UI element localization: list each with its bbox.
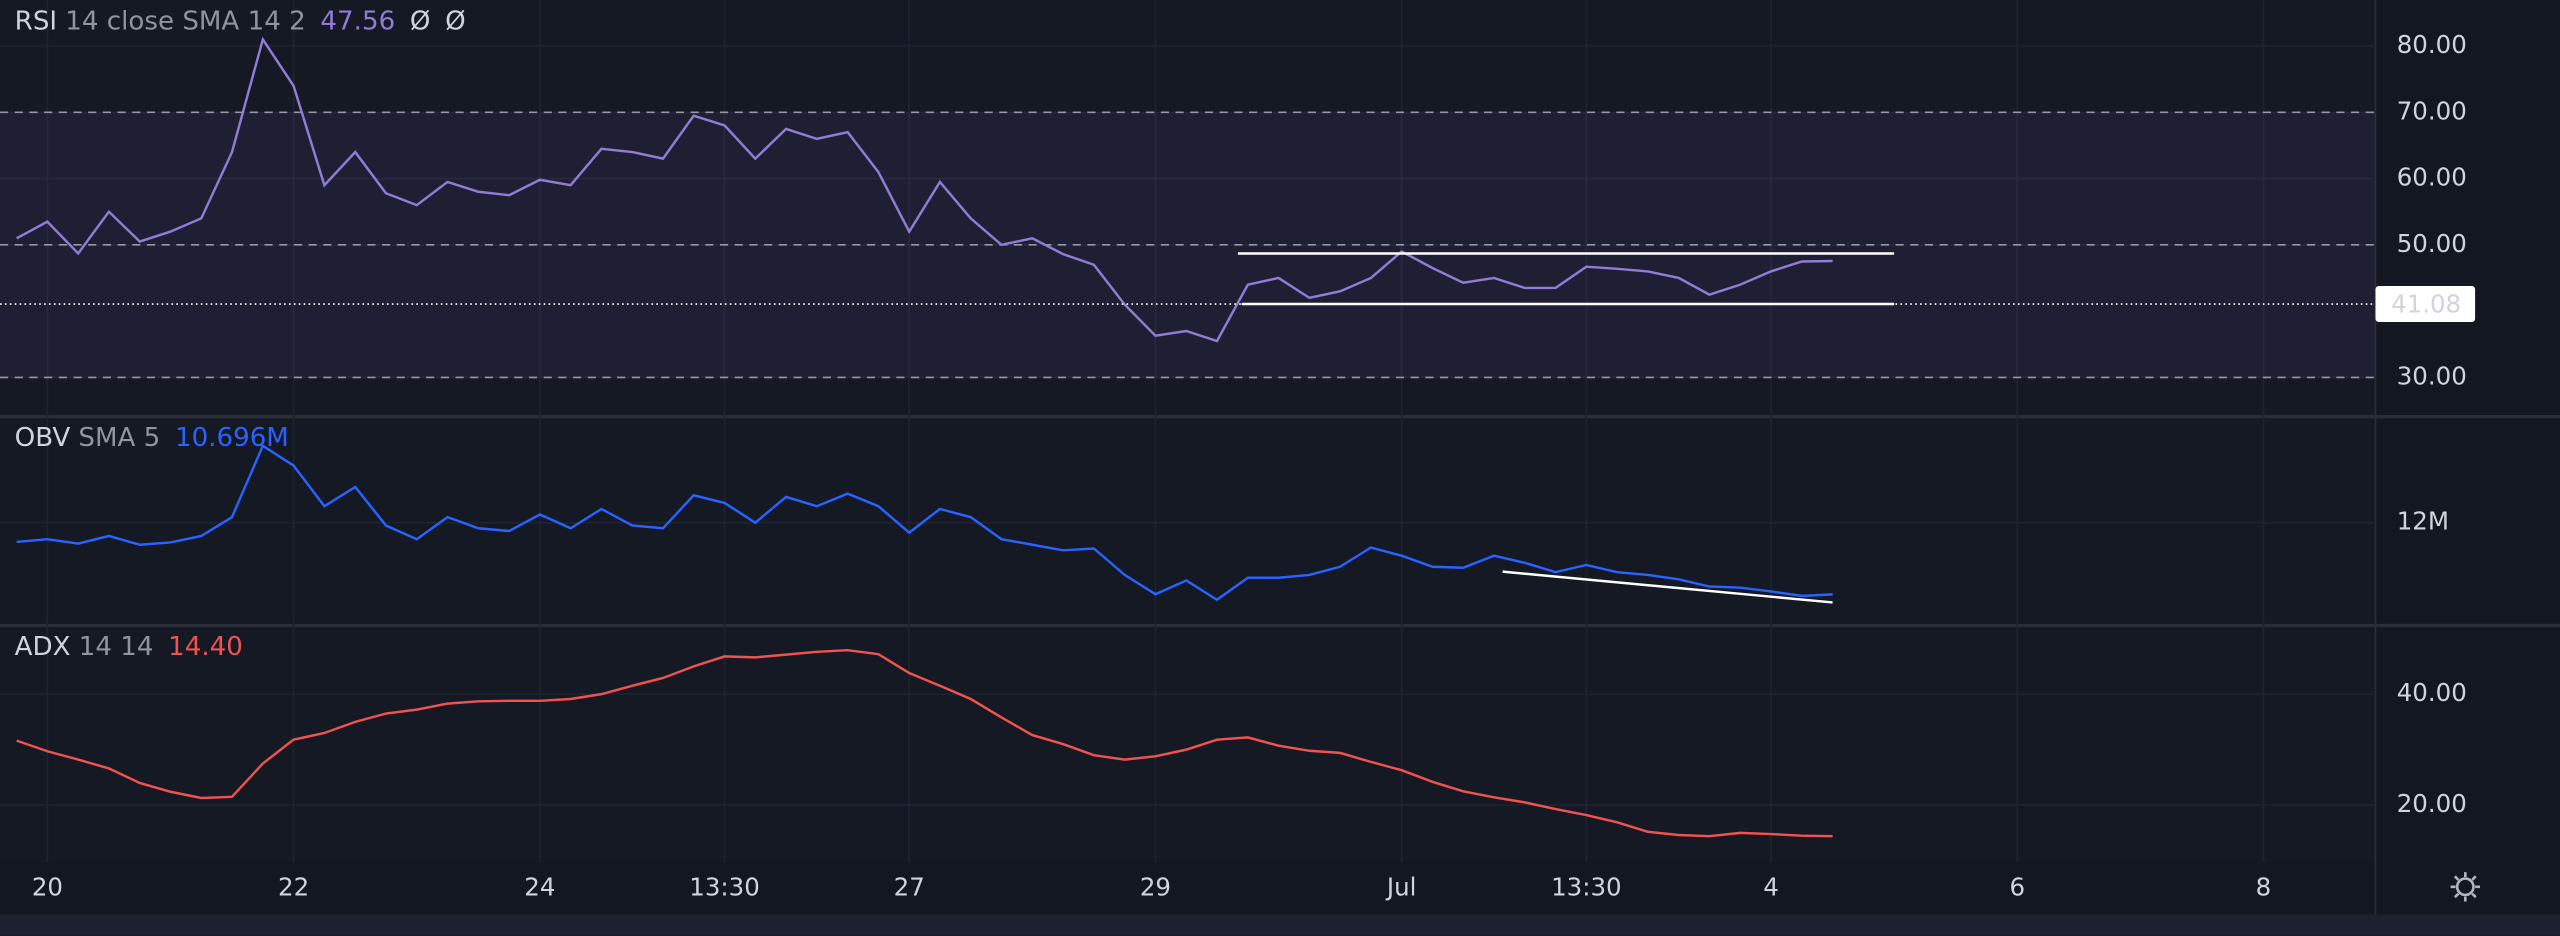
trend-line [1502, 570, 1833, 604]
x-tick-label: 29 [1140, 872, 1171, 901]
x-tick-label: 4 [1763, 872, 1779, 901]
settings-icon[interactable] [2450, 872, 2480, 902]
plot-background [0, 0, 2376, 862]
legend-header: ADX 14 14 14.40 [15, 631, 243, 661]
x-tick-label: 20 [32, 872, 63, 901]
band [0, 112, 2376, 378]
indicator-value: 10.696M [175, 422, 289, 452]
indicator-extra: Ø [445, 6, 466, 36]
indicator-name: ADX [15, 631, 71, 661]
x-tick-label: 6 [2009, 872, 2025, 901]
x-tick-label: Jul [1385, 872, 1417, 901]
y-tick-label: 80.00 [2397, 30, 2467, 59]
indicator-value: 14.40 [168, 631, 243, 661]
marker-label: 41.08 [2391, 290, 2461, 319]
indicator-params: SMA 5 [78, 422, 160, 452]
x-tick-label: 13:30 [689, 872, 760, 901]
legend-header: OBV SMA 5 10.696M [15, 422, 289, 452]
y-tick-label: 40.00 [2397, 678, 2467, 707]
indicator-name: OBV [15, 422, 71, 452]
indicator-extra: Ø [410, 6, 431, 36]
y-tick-label: 20.00 [2397, 789, 2467, 818]
bottom-strip [0, 914, 2560, 936]
x-tick-label: 27 [894, 872, 925, 901]
y-tick-label: 50.00 [2397, 229, 2467, 258]
y-tick-label: 30.00 [2397, 361, 2467, 390]
series-line [16, 443, 1833, 602]
grid [0, 0, 2376, 863]
marker-label-box [2375, 286, 2476, 322]
indicator-params: 14 close SMA 14 2 [65, 6, 305, 36]
y-tick-label: 12M [2397, 507, 2449, 536]
x-tick-label: 13:30 [1551, 872, 1622, 901]
y-tick-label: 70.00 [2397, 96, 2467, 125]
series-line [16, 648, 1833, 838]
x-tick-label: 24 [524, 872, 555, 901]
y-tick-label: 60.00 [2397, 163, 2467, 192]
legend-header: RSI 14 close SMA 14 2 47.56 Ø Ø [15, 6, 466, 36]
gear-teeth [2450, 872, 2480, 902]
indicator-params: 14 14 [79, 631, 154, 661]
indicator-name: RSI [15, 6, 57, 36]
x-tick-label: 8 [2256, 872, 2272, 901]
x-tick-label: 22 [278, 872, 309, 901]
series-line [16, 36, 1833, 343]
gear-ring [2455, 877, 2475, 897]
indicator-value: 47.56 [320, 6, 395, 36]
